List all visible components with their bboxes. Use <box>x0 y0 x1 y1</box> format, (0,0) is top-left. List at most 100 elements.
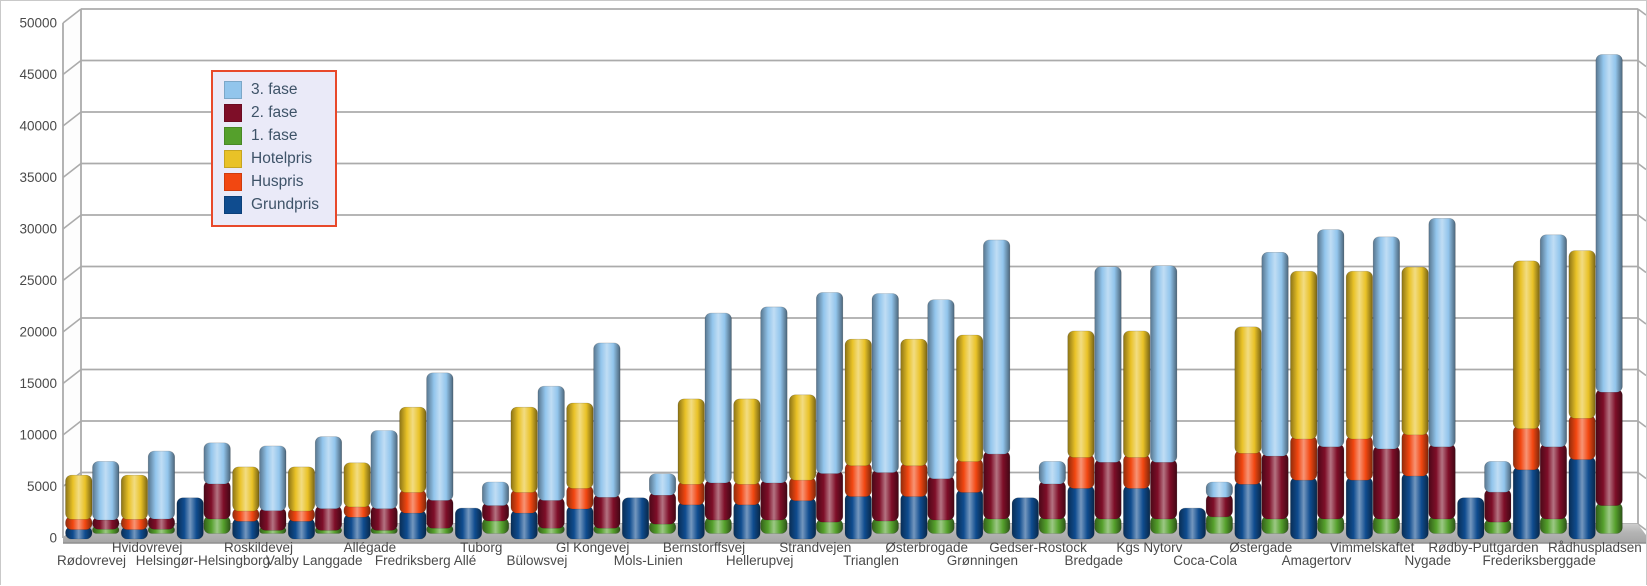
bar-segment <box>370 430 398 509</box>
bar-segment <box>704 479 732 521</box>
x-axis-category-label: Mols-Linien <box>614 553 683 568</box>
bar-segment <box>983 450 1011 520</box>
bar-segment <box>147 450 175 520</box>
bar-segment <box>1290 435 1318 481</box>
bar-segment <box>1345 270 1373 440</box>
bar-segment <box>1290 476 1318 540</box>
left-wall-gridline <box>62 214 82 230</box>
gridline-stub <box>1637 471 1646 480</box>
x-axis-category-label: Valby Langgade <box>266 553 363 568</box>
x-axis-category-label: Strandvejen <box>779 540 851 555</box>
gridline-stub <box>1637 8 1646 16</box>
legend-label: Hotelpris <box>251 150 313 167</box>
gridline-stub <box>1637 111 1646 119</box>
bar-segment <box>1317 443 1345 520</box>
bars-layer <box>65 54 1623 540</box>
left-wall-gridline <box>62 59 82 76</box>
bar-segment <box>760 306 788 484</box>
bar-segment <box>1234 326 1262 454</box>
bar-segment <box>1038 461 1066 485</box>
bar-segment <box>1345 435 1373 481</box>
bar-segment <box>1372 445 1400 520</box>
bar-segment <box>1067 454 1095 489</box>
bar-segment <box>956 334 984 462</box>
bar-segment <box>1428 443 1456 520</box>
bar-segment <box>927 299 955 480</box>
x-axis-category-label: Østergade <box>1229 540 1292 555</box>
y-axis-tick-label: 50000 <box>19 16 57 31</box>
gridline-stub <box>1637 162 1646 171</box>
bar-segment <box>314 505 343 531</box>
bar-segment <box>1123 454 1151 489</box>
bar-segment <box>1568 250 1596 419</box>
x-axis-category-label: Bredgade <box>1064 553 1123 568</box>
bar-segment <box>65 474 93 520</box>
bar-segment <box>1595 54 1623 393</box>
bar-segment <box>1401 266 1429 436</box>
bar-segment <box>314 436 343 509</box>
left-wall-gridline <box>62 162 82 179</box>
left-wall-gridline <box>62 8 82 24</box>
bar-segment <box>677 398 705 485</box>
bar-segment <box>1011 497 1039 540</box>
left-wall-gridline <box>62 368 82 385</box>
x-axis-category-label: Bülowsvej <box>507 553 568 568</box>
y-axis-tick-label: 35000 <box>19 170 57 185</box>
bar-segment <box>1290 270 1318 440</box>
bar-segment <box>1568 415 1596 460</box>
bar-segment <box>1150 459 1178 520</box>
x-axis-category-label: Nygade <box>1405 553 1452 568</box>
gridline-stub <box>1637 317 1646 325</box>
bar-segment <box>956 489 984 540</box>
y-axis-tick-label: 45000 <box>19 67 57 82</box>
bar-segment <box>593 342 621 498</box>
left-wall-gridline <box>62 111 82 127</box>
bar-segment <box>871 293 899 473</box>
legend-swatch-2-fase-icon <box>224 104 242 122</box>
bar-segment <box>1067 485 1095 540</box>
bar-segment <box>1205 494 1233 518</box>
x-axis-category-label: Roskildevej <box>224 540 293 555</box>
y-axis-tick-label: 40000 <box>19 119 57 134</box>
bar-segment <box>1568 456 1596 540</box>
bar-segment <box>1205 481 1233 498</box>
bar-segment <box>1428 218 1456 448</box>
bar-segment <box>677 501 705 540</box>
bar-segment <box>399 489 427 514</box>
bar-segment <box>259 507 287 531</box>
legend-label: 1. fase <box>251 127 298 144</box>
bar-segment <box>1150 265 1178 463</box>
gridline-stub <box>1637 59 1646 68</box>
legend-item-huspris: Huspris <box>224 173 319 191</box>
legend-item-grundpris: Grundpris <box>224 196 319 214</box>
bar-segment <box>537 497 565 529</box>
bar-segment <box>1261 452 1289 520</box>
x-axis-category-label: Hellerupvej <box>726 553 794 568</box>
y-axis-tick-label: 20000 <box>19 325 57 340</box>
x-axis-category-label: Tuborg <box>460 540 502 555</box>
y-axis-tick-label: 10000 <box>19 428 57 443</box>
bar-segment <box>844 493 872 540</box>
x-axis-category-label: Østerbrogade <box>885 540 968 555</box>
bar-segment <box>1512 425 1540 471</box>
legend-label: Grundpris <box>251 196 320 213</box>
legend-item-3-fase: 3. fase <box>224 81 319 99</box>
x-axis-category-label: Amagertorv <box>1282 553 1352 568</box>
x-axis-category-label: Grønningen <box>947 553 1018 568</box>
bar-segment <box>900 462 928 497</box>
x-axis-category-label: Hvidovrevej <box>112 540 183 555</box>
bar-segment <box>566 505 594 540</box>
gridline-stub <box>1637 523 1646 531</box>
x-axis-category-label: Vimmelskaftet <box>1330 540 1415 555</box>
bar-segment <box>927 475 955 521</box>
gridline-stub <box>1637 368 1646 377</box>
legend-swatch-huspris-icon <box>224 173 242 191</box>
bar-segment <box>1512 466 1540 540</box>
bar-segment <box>399 509 427 540</box>
bar-segment <box>789 497 817 540</box>
bar-segment <box>426 497 454 529</box>
legend-swatch-1-fase-icon <box>224 127 242 145</box>
bar-segment <box>760 479 788 521</box>
